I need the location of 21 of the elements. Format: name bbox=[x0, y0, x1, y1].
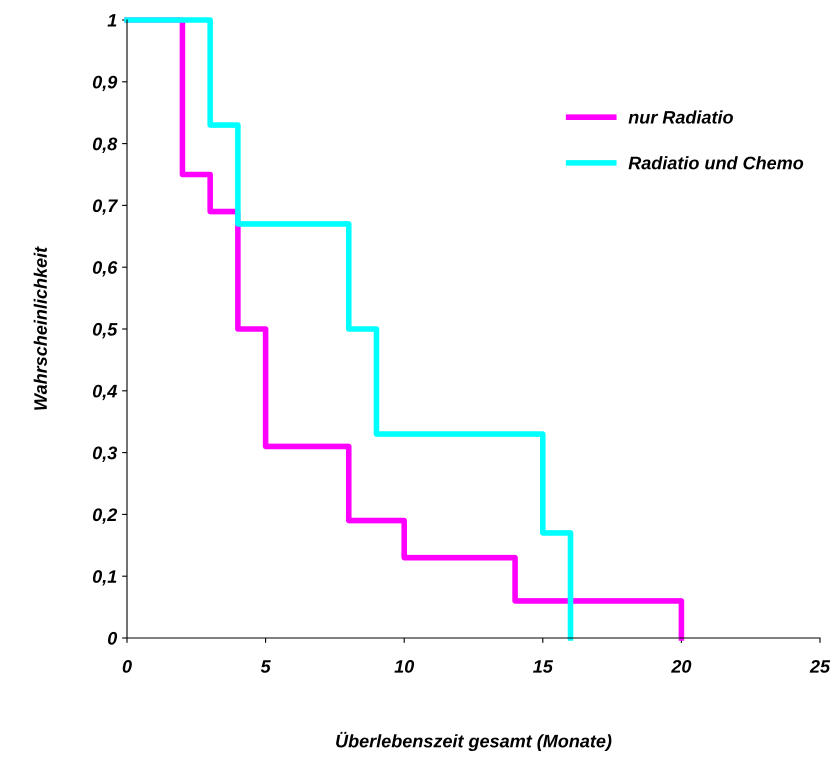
y-tick-label: 0,2 bbox=[92, 508, 118, 524]
x-tick-label: 0 bbox=[122, 660, 132, 673]
y-tick-label: 0,4 bbox=[92, 384, 117, 400]
y-tick-label: 0,9 bbox=[92, 76, 118, 92]
legend-label: Radiatio und Chemo bbox=[628, 156, 804, 170]
x-tick-label: 10 bbox=[394, 660, 414, 673]
y-tick-label: 0,1 bbox=[92, 570, 116, 586]
y-tick-label: 0,8 bbox=[92, 138, 118, 153]
y-axis-title: Wahrscheinlichkeit bbox=[34, 246, 47, 410]
x-tick-label: 25 bbox=[810, 660, 830, 673]
x-tick-label: 15 bbox=[533, 660, 554, 673]
y-tick-label: 1 bbox=[108, 14, 116, 27]
y-tick-label: 0,6 bbox=[92, 261, 118, 277]
x-axis-title: Überlebenszeit gesamt (Monate) bbox=[336, 732, 612, 752]
x-tick-label: 5 bbox=[260, 660, 271, 673]
y-tick-label: 0,3 bbox=[92, 446, 118, 462]
y-tick-label: 0 bbox=[108, 632, 118, 645]
legend-label: nur Radiatio bbox=[628, 110, 733, 124]
x-tick-label: 20 bbox=[671, 660, 692, 673]
y-tick-label: 0,5 bbox=[92, 322, 118, 338]
y-tick-label: 0,7 bbox=[92, 199, 118, 215]
